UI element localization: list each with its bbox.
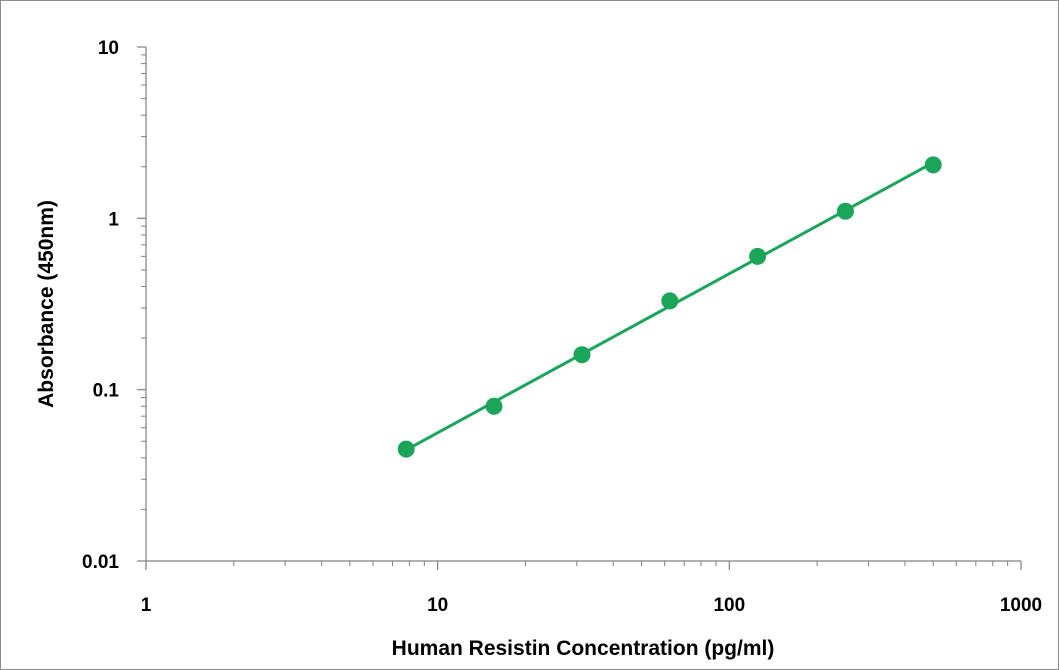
- y-tick-label: 10: [98, 38, 119, 59]
- data-point: [573, 346, 591, 364]
- tick-labels: 1 10 100 1000 10 1 0.1 0.01: [82, 38, 1042, 616]
- data-point: [749, 247, 767, 265]
- y-tick-label: 1: [108, 209, 119, 230]
- y-tick-label: 0.1: [93, 381, 120, 402]
- y-axis-title: Absorbance (450nm): [35, 200, 58, 408]
- x-tick-label: 1000: [1000, 595, 1042, 616]
- x-tick-label: 1: [141, 595, 152, 616]
- data-point: [397, 440, 415, 458]
- data-series: [397, 156, 942, 458]
- x-tick-label: 100: [713, 595, 745, 616]
- x-axis-title: Human Resistin Concentration (pg/ml): [392, 637, 775, 660]
- data-point: [661, 292, 679, 310]
- y-tick-label: 0.01: [82, 552, 119, 573]
- data-point: [485, 397, 503, 415]
- axes: [137, 46, 1022, 570]
- data-point: [836, 202, 854, 220]
- data-point: [924, 156, 942, 174]
- x-tick-label: 10: [427, 595, 448, 616]
